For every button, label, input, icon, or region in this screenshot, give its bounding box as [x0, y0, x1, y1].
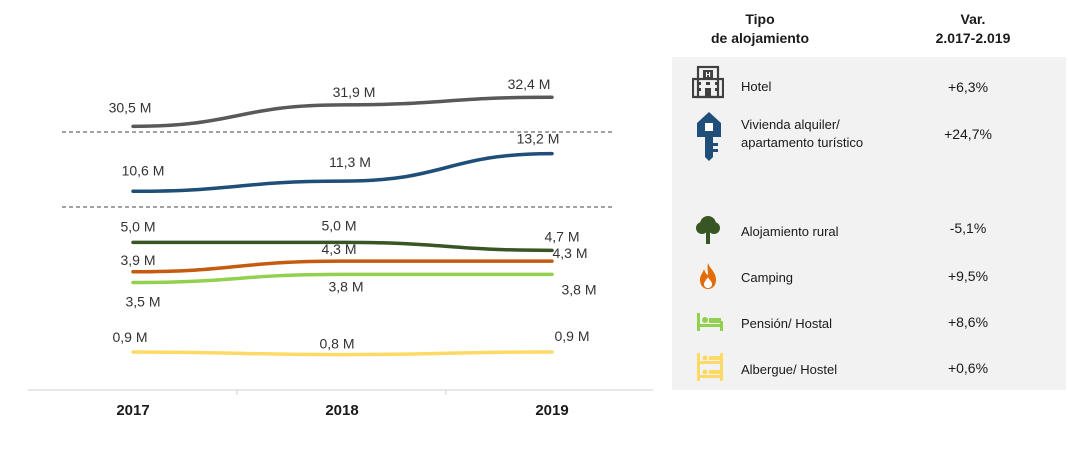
data-label: 0,9 M [554, 328, 589, 344]
row-label-hotel: Hotel [741, 79, 772, 94]
header-tipo-line2: de alojamiento [710, 30, 810, 46]
key-house-icon [696, 111, 722, 166]
row-value-pension: +8,6% [947, 314, 989, 330]
table-row-albergue: Albergue/ Hostel +0,6% [672, 349, 1066, 389]
tree-icon [696, 215, 720, 250]
row-value-hotel: +6,3% [947, 79, 989, 95]
row-value-vivienda: +24,7% [944, 126, 992, 142]
data-label: 3,8 M [561, 281, 596, 297]
x-tick-label: 2019 [535, 402, 568, 419]
data-label: 10,6 M [122, 162, 165, 178]
header-var: Var. 2.017-2.019 [918, 10, 1028, 48]
row-value-albergue: +0,6% [947, 360, 989, 376]
header-var-line1: Var. [960, 11, 986, 27]
hotel-icon: H [691, 65, 725, 104]
row-value-rural: -5,1% [949, 220, 987, 236]
data-label: 5,0 M [321, 217, 356, 233]
data-label: 5,0 M [120, 218, 155, 234]
table-row-hotel: H Hotel +6,3% [672, 63, 1066, 103]
header-var-line2: 2.017-2.019 [935, 30, 1011, 46]
data-label: 3,5 M [125, 293, 160, 309]
row-value-camping: +9,5% [947, 268, 989, 284]
data-label: 4,3 M [552, 245, 587, 261]
header-tipo: Tipo de alojamiento [690, 10, 830, 48]
series-line [131, 350, 554, 357]
header-tipo-line1: Tipo [745, 11, 775, 27]
data-label: 3,9 M [120, 252, 155, 268]
data-label: 32,4 M [508, 76, 551, 92]
row-label-rural: Alojamiento rural [741, 224, 839, 239]
data-label: 3,8 M [328, 278, 363, 294]
data-label: 0,8 M [319, 336, 354, 352]
bed-icon [696, 311, 724, 338]
line-chart: 30,5 M 31,9 M 32,4 M 10,6 M 11,3 M 13,2 M 5,0 … [28, 76, 653, 419]
data-label: 11,3 M [329, 154, 371, 170]
data-label: 4,7 M [544, 228, 579, 244]
row-label-albergue: Albergue/ Hostel [741, 362, 838, 377]
flame-icon [697, 262, 719, 295]
row-label-vivienda: Vivienda alquiler/ apartamento turístico [741, 117, 864, 150]
series-line [131, 272, 554, 285]
accommodation-table: H Hotel +6,3% Vivienda alquiler/ apartam… [672, 57, 1066, 390]
series-line [131, 240, 554, 253]
table-row-camping: Camping +9,5% [672, 259, 1066, 299]
x-tick-label: 2017 [116, 402, 149, 419]
series-line [131, 95, 554, 129]
series-line [131, 151, 554, 194]
x-tick-label: 2018 [325, 402, 358, 419]
data-label: 13,2 M [517, 131, 560, 147]
table-row-vivienda: Vivienda alquiler/ apartamento turístico… [672, 107, 1066, 167]
svg-text:H: H [705, 72, 710, 79]
data-label: 4,3 M [321, 241, 356, 257]
row-label-camping: Camping [741, 270, 794, 285]
data-label: 31,9 M [333, 84, 376, 100]
series-line [131, 259, 554, 274]
row-label-pension: Pensión/ Hostal [741, 316, 833, 331]
bunk-bed-icon [696, 352, 724, 387]
table-row-rural: Alojamiento rural -5,1% [672, 213, 1066, 253]
data-label: 0,9 M [112, 329, 147, 345]
data-label: 30,5 M [109, 99, 152, 115]
table-row-pension: Pensión/ Hostal +8,6% [672, 305, 1066, 345]
